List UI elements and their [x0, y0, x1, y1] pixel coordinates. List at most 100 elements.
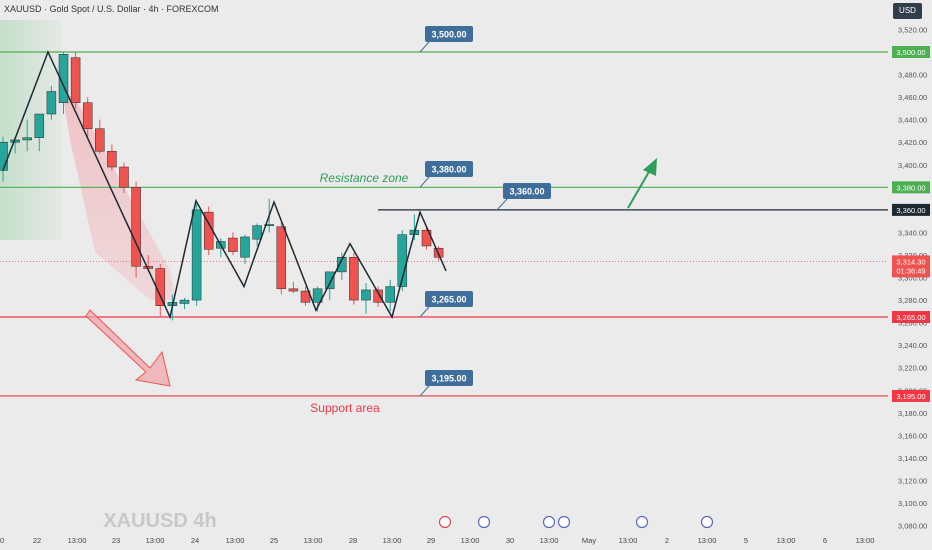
time-tick-label: 13:00 — [461, 536, 480, 545]
event-icon-5[interactable] — [700, 515, 714, 529]
price-tick-label: 3,180.00 — [898, 409, 927, 418]
price-tick-label: 3,080.00 — [898, 522, 927, 531]
callout-label-0: 3,500.00 — [431, 30, 466, 40]
axis-level-label-4: 3,195.00 — [896, 392, 925, 401]
event-icon-3[interactable] — [557, 515, 571, 529]
candle-body-10[interactable] — [119, 166, 129, 188]
time-tick-label: 13:00 — [146, 536, 165, 545]
price-tick-label: 3,340.00 — [898, 228, 927, 237]
down-arrow-icon — [85, 309, 171, 387]
callout-box-0[interactable] — [425, 26, 473, 42]
support-area-label: Support area — [310, 401, 380, 415]
candle-body-31[interactable] — [373, 289, 383, 303]
price-tick-label: 3,300.00 — [898, 274, 927, 283]
candle-body-22[interactable] — [264, 224, 274, 226]
time-tick-label: 13:00 — [304, 536, 323, 545]
event-icon-4[interactable] — [635, 515, 649, 529]
candle-body-21[interactable] — [252, 225, 262, 240]
callout-box-3[interactable] — [425, 291, 473, 307]
callout-label-2: 3,360.00 — [509, 187, 544, 197]
price-tick-label: 3,120.00 — [898, 477, 927, 486]
candle-body-26[interactable] — [312, 288, 323, 303]
candle-body-24[interactable] — [288, 288, 299, 292]
axis-level-label-3: 3,265.00 — [896, 313, 925, 322]
candle-body-7[interactable] — [82, 102, 93, 129]
time-tick-label: 6 — [823, 536, 827, 545]
event-icon-1[interactable] — [477, 515, 491, 529]
callout-box-4[interactable] — [425, 370, 473, 386]
time-tick-label: 13:00 — [777, 536, 796, 545]
axis-level-box-0 — [892, 46, 930, 58]
candle-body-8[interactable] — [95, 128, 105, 152]
drop-zone-shade — [62, 90, 176, 300]
candle-body-20[interactable] — [240, 236, 250, 258]
price-tick-label: 3,240.00 — [898, 341, 927, 350]
up-arrow-shaft — [627, 169, 651, 209]
callout-pointer-3 — [419, 306, 430, 318]
callout-box-2[interactable] — [503, 183, 551, 199]
candle-body-19[interactable] — [228, 237, 238, 252]
axis-level-label-0: 3,500.00 — [896, 48, 925, 57]
time-tick-label: 13:00 — [856, 536, 875, 545]
candle-body-16[interactable] — [191, 209, 202, 301]
candle-body-9[interactable] — [107, 150, 117, 168]
candle-body-6[interactable] — [70, 57, 81, 103]
callout-box-1[interactable] — [425, 161, 473, 177]
watermark-text: XAUUSD 4h — [103, 510, 216, 532]
time-tick-label: 22 — [33, 536, 41, 545]
callout-label-3: 3,265.00 — [431, 295, 466, 305]
bullish-zone-shade — [0, 20, 62, 240]
time-tick-label: 13:00 — [383, 536, 402, 545]
candle-body-13[interactable] — [155, 268, 166, 306]
time-tick-label: 13:00 — [68, 536, 87, 545]
candle-body-3[interactable] — [34, 113, 45, 138]
callout-label-1: 3,380.00 — [431, 165, 466, 175]
candle-body-11[interactable] — [131, 187, 141, 267]
chart-header-title: XAUUSD · Gold Spot / U.S. Dollar · 4h · … — [4, 4, 219, 14]
axis-level-box-2 — [892, 203, 930, 216]
axis-level-box-1 — [892, 181, 930, 194]
time-tick-label: 29 — [427, 536, 435, 545]
axis-level-box-3 — [892, 311, 930, 323]
time-tick-label: 30 — [506, 536, 514, 545]
time-tick-label: 5 — [744, 536, 748, 545]
time-tick-label: 13:00 — [698, 536, 717, 545]
axis-level-label-2: 3,360.00 — [896, 206, 925, 215]
time-tick-label: 20 — [0, 536, 4, 545]
currency-button[interactable]: USD — [893, 3, 922, 19]
callout-label-4: 3,195.00 — [431, 374, 466, 384]
price-tick-label: 3,220.00 — [898, 364, 927, 373]
candle-body-0[interactable] — [0, 141, 8, 171]
time-tick-label: May — [582, 536, 596, 545]
time-tick-label: 28 — [349, 536, 357, 545]
axis-level-label-1: 3,380.00 — [896, 183, 925, 192]
price-tick-label: 3,140.00 — [898, 454, 927, 463]
current-price-box — [892, 255, 930, 278]
candle-body-27[interactable] — [324, 271, 335, 290]
candle-body-28[interactable] — [337, 256, 347, 273]
event-icon-2[interactable] — [542, 515, 556, 529]
countdown-label: 01:36:49 — [896, 266, 925, 275]
current-price-label: 3,314.30 — [896, 257, 925, 266]
candle-body-23[interactable] — [276, 226, 287, 290]
callout-pointer-4 — [419, 385, 430, 397]
price-tick-label: 3,420.00 — [898, 138, 927, 147]
candle-body-32[interactable] — [385, 286, 395, 303]
event-icon-0[interactable] — [438, 515, 452, 529]
candle-body-15[interactable] — [179, 299, 190, 304]
candle-body-30[interactable] — [361, 289, 371, 301]
price-tick-label: 3,260.00 — [898, 319, 927, 328]
candle-body-5[interactable] — [58, 54, 69, 103]
price-tick-label: 3,280.00 — [898, 296, 927, 305]
price-tick-label: 3,400.00 — [898, 161, 927, 170]
price-tick-label: 3,520.00 — [898, 25, 927, 34]
candle-body-2[interactable] — [22, 137, 32, 141]
time-tick-label: 25 — [270, 536, 278, 545]
callout-pointer-1 — [419, 176, 430, 188]
price-tick-label: 3,100.00 — [898, 499, 927, 508]
price-tick-label: 3,160.00 — [898, 431, 927, 440]
candle-body-4[interactable] — [46, 91, 57, 115]
candle-body-29[interactable] — [349, 256, 359, 301]
time-tick-label: 2 — [665, 536, 669, 545]
